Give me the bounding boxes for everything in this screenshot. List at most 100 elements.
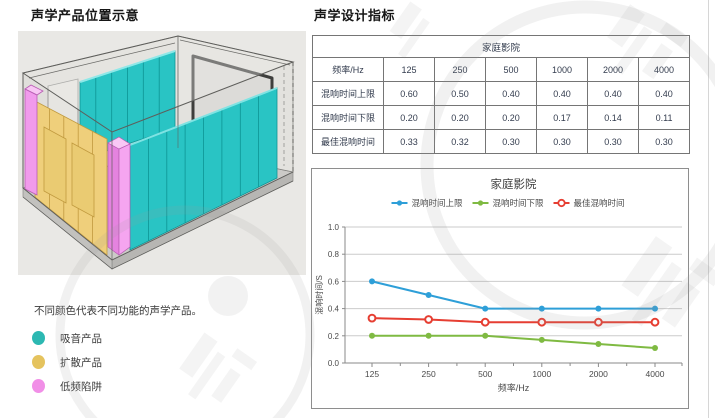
data-point: [369, 278, 375, 285]
product-legend-item-0: 吸音产品: [32, 326, 102, 350]
y-tick-label: 0.4: [328, 305, 340, 314]
data-point: [369, 332, 375, 339]
series-2: [367, 313, 660, 327]
x-axis-label: 频率/Hz: [498, 382, 530, 393]
x-tick-label: 500: [478, 369, 492, 379]
data-point: [538, 336, 545, 343]
data-point: [482, 332, 489, 339]
row-label-cell: 最佳混响时间: [312, 129, 384, 154]
left-section-title: 声学产品位置示意: [31, 8, 140, 23]
y-tick-label: 0.6: [328, 277, 340, 286]
y-tick-label: 0.2: [328, 332, 340, 341]
chart-legend-item-0: 混响时间上限: [391, 198, 464, 208]
value-cell: 2000: [587, 57, 639, 82]
value-cell: 0.40: [637, 81, 691, 106]
value-cell: 0.40: [485, 81, 537, 106]
series-0: [369, 278, 658, 312]
indicator-table-body: 家庭影院 频率/Hz 125 250 500 1000 2000 4000 混响时间上限 0.60…: [311, 35, 691, 154]
spec-table-wrap: 家庭影院 频率/Hz 125 250 500 1000 2000 4000 混响时间上限 0.60…: [311, 35, 691, 154]
table-row: 混响时间上限 0.60 0.50 0.40 0.40 0.40 0.40: [312, 81, 691, 106]
data-point: [650, 317, 660, 327]
value-cell: 500: [485, 57, 537, 82]
value-cell: 0.30: [637, 129, 691, 154]
x-tick-label: 2000: [589, 369, 608, 379]
legend-label: 扩散产品: [60, 356, 102, 369]
value-cell: 250: [434, 57, 486, 82]
data-point: [537, 317, 547, 327]
data-point: [425, 332, 432, 339]
value-cell: 0.30: [485, 129, 537, 154]
product-legend-item-1: 扩散产品: [32, 350, 102, 374]
legend-label: 吸音产品: [60, 332, 102, 345]
value-cell: 0.50: [434, 81, 486, 106]
row-label-cell: 混响时间下限: [312, 105, 384, 130]
legend-series-label: 最佳混响时间: [574, 198, 625, 208]
room-wireframe: [21, 35, 295, 270]
value-cell: 0.40: [536, 81, 588, 106]
value-cell: 0.40: [587, 81, 639, 106]
absorption-panels-right: [129, 87, 278, 251]
diffuser-module: [71, 142, 95, 218]
y-axis-label: 混响时间/S: [314, 275, 324, 315]
value-cell: 1000: [536, 57, 588, 82]
diffusion-panels: [34, 100, 108, 256]
data-point: [424, 315, 433, 324]
table-row: 频率/Hz 125 250 500 1000 2000 4000: [312, 57, 691, 82]
y-tick-label: 1.0: [328, 223, 340, 232]
product-legend-item-2: 低频陷阱: [32, 374, 102, 398]
value-cell: 0.30: [536, 129, 588, 154]
value-cell: 125: [383, 57, 435, 82]
chart-legend-item-2: 最佳混响时间: [553, 198, 625, 208]
data-point: [652, 305, 658, 312]
x-tick-label: 1000: [532, 369, 551, 379]
legend-color-dot: [32, 331, 45, 345]
chart-legend-item-1: 混响时间下限: [472, 198, 544, 208]
value-cell: 0.17: [536, 105, 588, 130]
data-point: [538, 305, 545, 312]
bass-trap-left: [24, 84, 44, 196]
reverb-chart: 0.0 0.2 0.4 0.6 0.8 1.0 125 250 500 1000 2000 4000 家…: [314, 177, 683, 393]
table-row: 最佳混响时间 0.33 0.32 0.30 0.30 0.30 0.30: [312, 129, 691, 154]
value-cell: 0.20: [485, 105, 537, 130]
value-cell: 0.33: [383, 129, 435, 154]
data-point: [595, 340, 602, 347]
y-tick-label: 0.8: [328, 250, 340, 259]
value-cell: 0.11: [637, 105, 691, 130]
legend-color-dot: [32, 379, 45, 393]
legend-color-dot: [32, 355, 45, 369]
value-cell: 0.20: [383, 105, 435, 130]
x-tick-label: 250: [422, 369, 436, 379]
data-point: [425, 292, 432, 298]
value-cell: 0.20: [434, 105, 486, 130]
right-section-title: 声学设计指标: [314, 8, 396, 23]
row-label-cell: 混响时间上限: [312, 81, 384, 106]
row-label-cell: 频率/Hz: [312, 57, 384, 82]
room-3d-panel: [18, 31, 306, 275]
indicator-table: 家庭影院 频率/Hz 125 250 500 1000 2000 4000 混响时间上限 0.60…: [311, 35, 691, 154]
table-row: 混响时间下限 0.20 0.20 0.20 0.17 0.14 0.11: [312, 105, 691, 130]
value-cell: 0.30: [587, 129, 639, 154]
data-point: [480, 317, 490, 327]
diagram-caption: 不同颜色代表不同功能的声学产品。: [34, 305, 202, 317]
room-3d-diagram: [21, 35, 295, 270]
data-point: [652, 345, 658, 352]
y-tick-label: 0.0: [328, 359, 340, 368]
chart-title: 家庭影院: [491, 177, 537, 191]
value-cell: 0.32: [434, 129, 486, 154]
data-point: [367, 313, 377, 323]
value-cell: 0.14: [587, 105, 639, 130]
x-tick-label: 125: [365, 369, 379, 379]
legend-series-label: 混响时间上限: [412, 198, 464, 208]
table-title-cell: 家庭影院: [311, 35, 691, 58]
bass-trap-front: [107, 136, 131, 256]
series-1: [369, 332, 658, 352]
data-point: [595, 305, 602, 312]
reverb-chart-box: 0.0 0.2 0.4 0.6 0.8 1.0 125 250 500 1000 2000 4000 家…: [311, 168, 689, 409]
data-point: [594, 317, 603, 327]
data-point: [482, 305, 489, 312]
product-legend: 吸音产品扩散产品低频陷阱: [32, 326, 102, 398]
x-tick-label: 4000: [646, 369, 665, 379]
diffuser-module: [43, 126, 67, 204]
value-cell: 0.60: [383, 81, 435, 106]
legend-label: 低频陷阱: [60, 380, 102, 393]
